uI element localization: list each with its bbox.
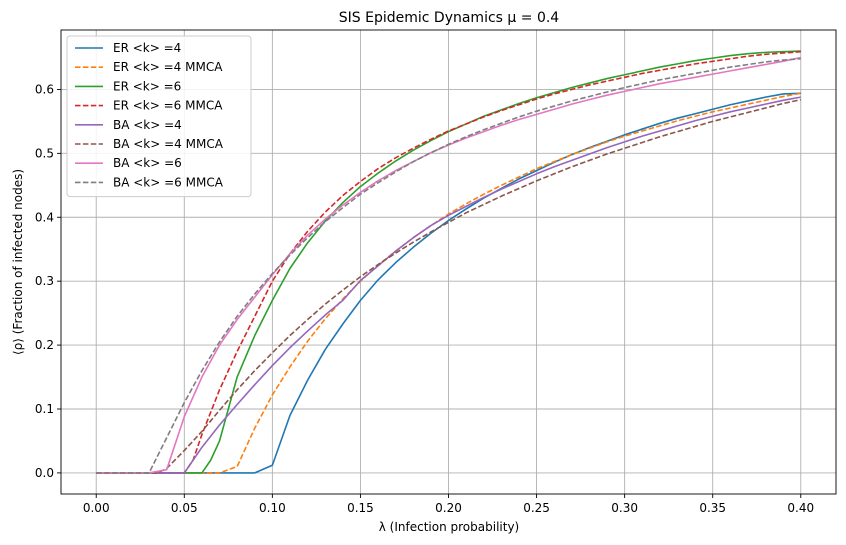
x-tick-label: 0.15 bbox=[347, 501, 374, 515]
series-line bbox=[96, 92, 801, 474]
legend-label: BA <k> =6 bbox=[113, 156, 182, 170]
legend-label: ER <k> =4 MMCA bbox=[113, 60, 223, 74]
legend-label: BA <k> =4 bbox=[113, 118, 182, 132]
legend-label: ER <k> =4 bbox=[113, 41, 181, 55]
grid bbox=[61, 30, 836, 494]
y-tick-label: 0.5 bbox=[35, 146, 54, 160]
legend-label: BA <k> =6 MMCA bbox=[113, 175, 224, 189]
x-tick-label: 0.30 bbox=[611, 501, 638, 515]
y-tick-label: 0.4 bbox=[35, 210, 54, 224]
series-line bbox=[96, 92, 801, 474]
series-line bbox=[96, 57, 801, 474]
series-line bbox=[96, 98, 801, 474]
y-tick-label: 0.1 bbox=[35, 402, 54, 416]
series-line bbox=[96, 96, 801, 474]
x-tick-label: 0.25 bbox=[523, 501, 550, 515]
y-tick-label: 0.0 bbox=[35, 466, 54, 480]
chart-title: SIS Epidemic Dynamics μ = 0.4 bbox=[339, 10, 560, 26]
legend-label: ER <k> =6 bbox=[113, 79, 181, 93]
x-axis-label: λ (Infection probability) bbox=[379, 520, 519, 534]
legend: ER <k> =4 ER <k> =4 MMCA ER <k> =6 ER <k> =… bbox=[66, 35, 252, 198]
y-tick-label: 0.6 bbox=[35, 82, 54, 96]
y-axis-label: ⟨ρ⟩ (Fraction of infected nodes) bbox=[11, 169, 25, 355]
series-layer bbox=[96, 50, 801, 474]
x-tick-label: 0.40 bbox=[787, 501, 814, 515]
legend-label: BA <k> =4 MMCA bbox=[113, 137, 224, 151]
x-axis-ticks: 0.00 0.05 0.10 0.15 0.20 0.25 0.30 0.35 0.40 bbox=[83, 494, 814, 515]
series-line bbox=[96, 50, 801, 474]
series-line bbox=[96, 50, 801, 474]
x-tick-label: 0.05 bbox=[171, 501, 198, 515]
x-tick-label: 0.35 bbox=[699, 501, 726, 515]
legend-label: ER <k> =6 MMCA bbox=[113, 99, 223, 113]
x-tick-label: 0.10 bbox=[259, 501, 286, 515]
legend-box bbox=[66, 35, 252, 198]
y-tick-label: 0.3 bbox=[35, 274, 54, 288]
y-axis-ticks: 0.0 0.1 0.2 0.3 0.4 0.5 0.6 bbox=[35, 82, 61, 480]
y-tick-label: 0.2 bbox=[35, 338, 54, 352]
x-tick-label: 0.20 bbox=[435, 501, 462, 515]
x-tick-label: 0.00 bbox=[83, 501, 110, 515]
